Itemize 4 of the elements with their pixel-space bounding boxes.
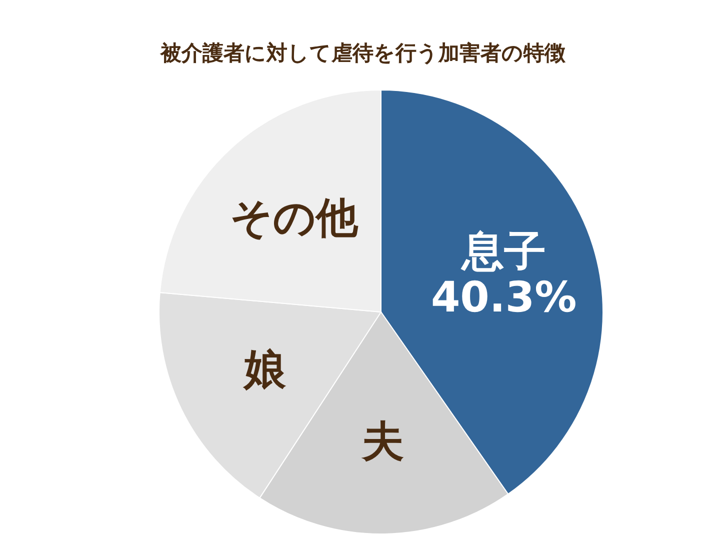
chart-title: 被介護者に対して虐待を行う加害者の特徴 — [160, 41, 566, 65]
slice-label: 夫 — [361, 416, 404, 466]
slice-label: 娘 — [242, 344, 288, 394]
slice-label: その他 — [230, 193, 360, 242]
